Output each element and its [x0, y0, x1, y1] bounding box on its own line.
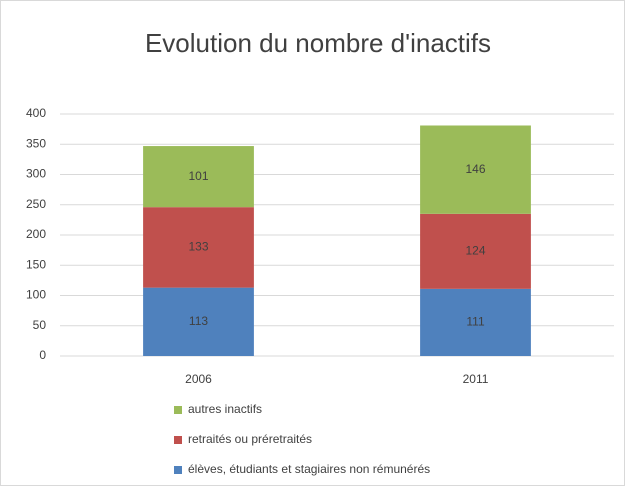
legend-label: élèves, étudiants et stagiaires non rému… — [188, 462, 430, 476]
data-label: 113 — [189, 314, 208, 328]
y-tick-label: 400 — [26, 106, 46, 120]
data-label: 124 — [465, 244, 485, 258]
y-tick-label: 300 — [26, 167, 46, 181]
y-tick-label: 200 — [26, 227, 46, 241]
data-label: 146 — [465, 162, 485, 176]
bar-segment — [420, 125, 531, 214]
x-tick-label: 2011 — [463, 372, 489, 386]
legend-label: autres inactifs — [188, 402, 262, 416]
data-label: 111 — [466, 315, 485, 329]
y-tick-label: 100 — [26, 288, 46, 302]
legend-swatch — [174, 466, 182, 474]
data-label: 101 — [188, 169, 208, 183]
legend-label: retraités ou préretraités — [188, 432, 312, 446]
y-tick-label: 150 — [26, 257, 46, 271]
bar-segment — [143, 207, 254, 288]
bar-segment — [420, 288, 531, 356]
bar-segment — [143, 287, 254, 356]
bar-segment — [420, 213, 531, 289]
y-tick-label: 250 — [26, 197, 46, 211]
y-tick-label: 350 — [26, 136, 46, 150]
y-tick-label: 50 — [33, 318, 47, 332]
data-label: 133 — [188, 240, 208, 254]
chart-title: Evolution du nombre d'inactifs — [145, 28, 491, 58]
legend-swatch — [174, 406, 182, 414]
y-tick-label: 0 — [39, 348, 46, 362]
x-tick-label: 2006 — [185, 372, 212, 386]
legend-swatch — [174, 436, 182, 444]
bar-segment — [143, 146, 254, 208]
